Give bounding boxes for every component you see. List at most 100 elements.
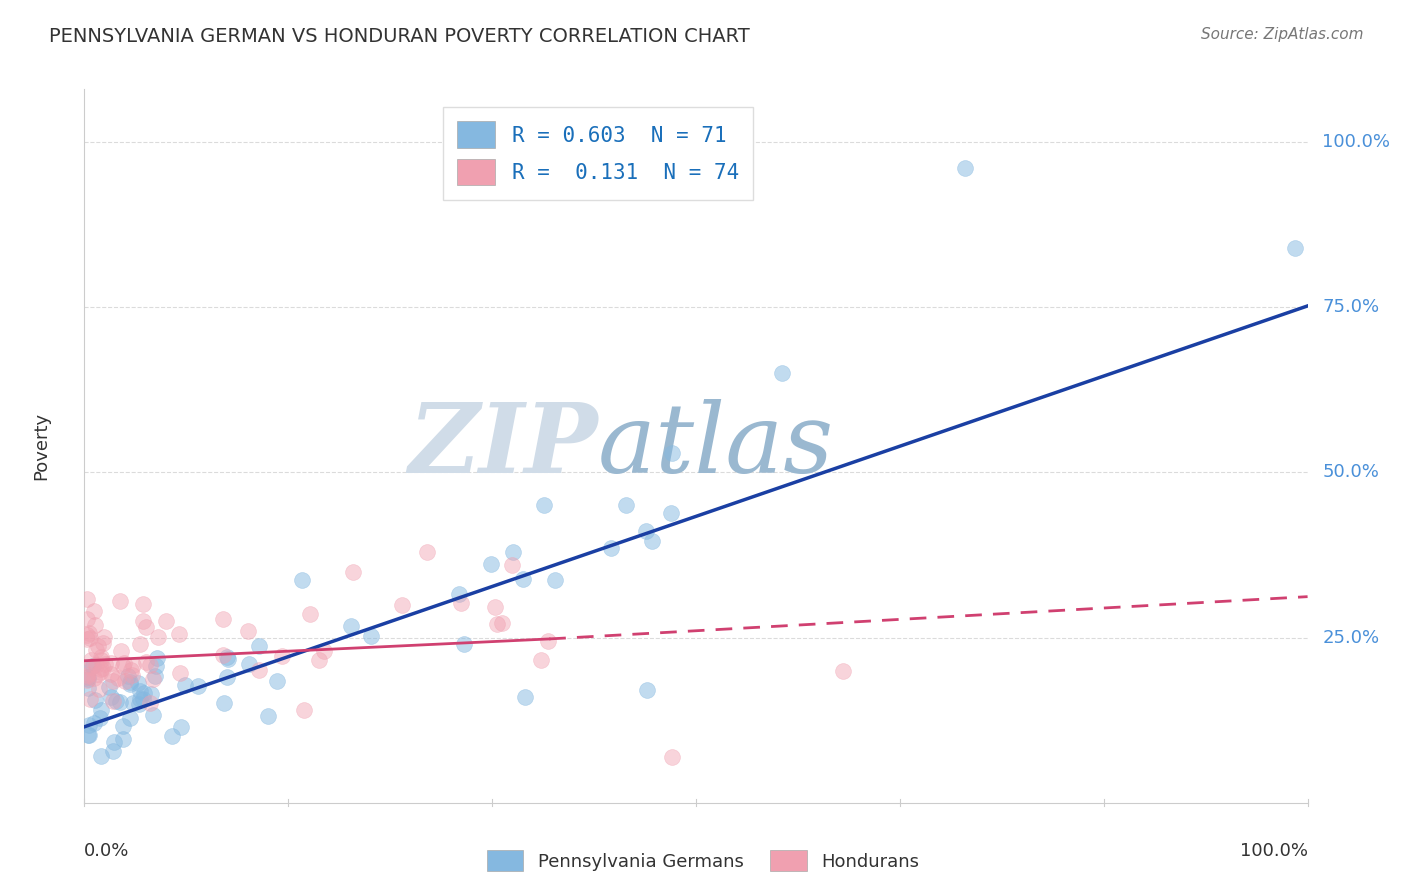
Text: 100.0%: 100.0% (1322, 133, 1391, 151)
Point (83, 671, 105, 685)
Point (484, 599, 506, 614)
Point (121, 696, 143, 710)
Point (112, 656, 135, 670)
Point (89, 665, 111, 679)
Text: 75.0%: 75.0% (1322, 298, 1379, 317)
Point (82, 659, 104, 673)
Point (135, 620, 157, 634)
Point (299, 607, 322, 622)
Point (77, 718, 100, 732)
Point (90, 650, 112, 665)
Point (543, 573, 565, 587)
Point (77, 672, 100, 686)
Point (110, 644, 132, 658)
Point (111, 659, 134, 673)
Point (271, 648, 294, 663)
Point (162, 729, 184, 743)
Point (128, 698, 150, 712)
Point (121, 668, 143, 682)
Point (217, 650, 239, 665)
Point (90, 749, 112, 764)
Point (416, 545, 439, 559)
Point (77, 670, 100, 684)
Point (76, 673, 98, 688)
Point (661, 749, 683, 764)
Point (77, 728, 100, 742)
Point (512, 572, 534, 586)
Point (76, 670, 98, 684)
Point (291, 573, 314, 587)
Point (266, 673, 288, 688)
Text: atlas: atlas (598, 399, 834, 493)
Point (491, 616, 513, 631)
Point (77, 681, 100, 696)
Point (292, 703, 315, 717)
Point (146, 651, 169, 665)
Point (502, 558, 524, 572)
Point (453, 637, 475, 651)
Point (485, 616, 508, 631)
Point (132, 597, 155, 611)
Point (129, 692, 152, 706)
Text: PENNSYLVANIA GERMAN VS HONDURAN POVERTY CORRELATION CHART: PENNSYLVANIA GERMAN VS HONDURAN POVERTY … (49, 27, 749, 45)
Point (770, 367, 793, 381)
Point (112, 732, 135, 747)
Point (479, 557, 502, 571)
Point (139, 697, 162, 711)
Point (90, 662, 112, 676)
Point (103, 734, 125, 748)
Point (80, 653, 103, 667)
Point (76, 667, 98, 681)
Point (83, 604, 105, 618)
Point (110, 594, 132, 608)
Point (135, 656, 157, 670)
Point (641, 534, 664, 549)
Point (107, 671, 129, 685)
Point (257, 708, 280, 723)
Point (238, 624, 260, 639)
Point (103, 744, 125, 758)
Point (247, 663, 270, 677)
Point (117, 669, 139, 683)
Point (87, 666, 110, 681)
Point (169, 665, 191, 680)
Point (173, 678, 195, 692)
Point (129, 684, 152, 698)
Point (89, 711, 111, 725)
Point (614, 499, 637, 513)
Point (83, 617, 105, 632)
Legend: Pennsylvania Germans, Hondurans: Pennsylvania Germans, Hondurans (479, 843, 927, 879)
Point (103, 693, 125, 707)
Point (118, 677, 141, 691)
Point (142, 672, 165, 686)
Point (127, 676, 149, 690)
Point (118, 711, 141, 725)
Point (82, 658, 104, 673)
Point (139, 658, 162, 673)
Point (450, 596, 472, 610)
Point (167, 626, 190, 640)
Point (212, 696, 235, 710)
Point (120, 674, 142, 689)
Point (110, 695, 132, 709)
Point (187, 679, 209, 693)
Point (360, 629, 382, 643)
Point (76, 591, 98, 606)
Point (600, 541, 623, 555)
Point (79, 691, 101, 706)
Point (112, 719, 135, 733)
Point (84, 643, 107, 657)
Point (513, 690, 536, 704)
Point (142, 708, 165, 723)
Point (121, 658, 143, 673)
Point (90, 703, 112, 717)
Point (145, 669, 167, 683)
Point (83, 716, 105, 731)
Point (217, 652, 239, 666)
Point (1284, 241, 1306, 255)
Point (314, 644, 336, 658)
Point (212, 648, 235, 662)
Point (449, 587, 471, 601)
Point (636, 683, 658, 698)
Point (132, 615, 155, 629)
